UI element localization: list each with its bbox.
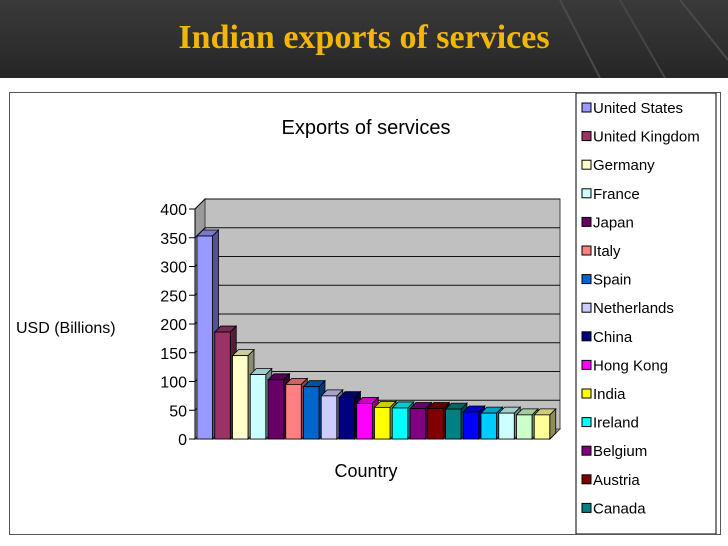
bar-front — [516, 414, 533, 440]
legend-label: Austria — [593, 472, 640, 489]
legend-swatch — [581, 188, 592, 199]
legend-item: United States — [581, 100, 683, 117]
legend-item: Canada — [581, 500, 646, 517]
bar-front — [409, 408, 426, 440]
legend-label: Italy — [593, 243, 621, 260]
legend-item: France — [581, 186, 640, 203]
bar-front — [374, 406, 391, 440]
y-tick-label: 50 — [169, 403, 187, 420]
slide-title: Indian exports of services — [178, 19, 550, 56]
bar-front — [533, 414, 551, 440]
bar-front — [267, 379, 284, 440]
legend-swatch — [581, 102, 592, 113]
bar-front — [249, 374, 267, 440]
y-tick-label: 250 — [160, 288, 187, 305]
legend-label: China — [593, 329, 633, 346]
y-tick-label: 150 — [160, 346, 187, 363]
legend-item: Italy — [581, 243, 621, 260]
legend-item: Germany — [581, 157, 655, 174]
legend-box — [575, 93, 717, 534]
legend-swatch — [581, 417, 592, 428]
chart-frame: Exports of services USD (Billions) Count… — [9, 92, 721, 535]
bar-series — [196, 229, 557, 440]
legend-label: Hong Kong — [593, 357, 668, 374]
legend-item: Japan — [581, 214, 634, 231]
y-tick-label: 350 — [160, 231, 187, 248]
bar-front — [214, 331, 231, 440]
legend-item: Ireland — [581, 415, 639, 432]
legend-label: Netherlands — [593, 300, 674, 317]
legend-label: Germany — [593, 157, 655, 174]
legend-item: United Kingdom — [581, 129, 700, 146]
bar-front — [338, 397, 355, 440]
legend-label: Belgium — [593, 443, 647, 460]
bar-front — [445, 408, 462, 440]
bar-korea — [515, 407, 539, 440]
legend-item: Belgium — [581, 443, 647, 460]
bar-front — [320, 395, 338, 440]
title-bar-decoration — [559, 0, 728, 78]
legend-swatch — [581, 274, 592, 285]
y-tick-label: 300 — [160, 260, 187, 277]
legend-label: Ireland — [593, 415, 639, 432]
legend-item: China — [581, 329, 633, 346]
legend-item: Austria — [581, 472, 640, 489]
chart-legend: United States United Kingdom Germany France… — [575, 93, 717, 534]
legend-label: Spain — [593, 272, 631, 289]
bar-front — [462, 411, 480, 440]
slide-title-bar: Indian exports of services — [0, 0, 728, 78]
gridline — [194, 198, 560, 210]
bar-front — [232, 355, 249, 440]
legend-label: Canada — [593, 500, 646, 517]
legend-swatch — [581, 245, 592, 256]
legend-swatch — [581, 445, 592, 456]
legend-label: Japan — [593, 214, 634, 231]
legend-label: India — [593, 386, 626, 403]
legend-swatch — [581, 216, 592, 227]
bar-front — [303, 386, 320, 440]
legend-swatch — [581, 359, 592, 370]
legend-item: India — [581, 386, 626, 403]
legend-swatch — [581, 474, 592, 485]
legend-swatch — [581, 302, 592, 313]
exports-bar-chart: Exports of services USD (Billions) Count… — [16, 93, 717, 534]
y-tick-label: 0 — [178, 432, 187, 449]
bar-front — [498, 412, 515, 440]
bar-front — [356, 402, 373, 440]
legend-swatch — [581, 131, 592, 142]
legend-label: United States — [593, 100, 683, 117]
bar-front — [196, 235, 213, 440]
y-tick-label: 100 — [160, 375, 187, 392]
bar-luxembourg — [533, 407, 557, 440]
y-tick-label: 200 — [160, 317, 187, 334]
legend-item: Netherlands — [581, 300, 674, 317]
bar-front — [285, 383, 302, 440]
y-tick-label: 400 — [160, 202, 187, 219]
legend-item: Spain — [581, 272, 631, 289]
legend-label: France — [593, 186, 640, 203]
x-axis-label: Country — [334, 461, 397, 481]
legend-item: Hong Kong — [581, 357, 668, 374]
legend-label: United Kingdom — [593, 129, 700, 146]
y-axis-label: USD (Billions) — [16, 320, 116, 337]
legend-swatch — [581, 331, 592, 342]
bar-italy — [284, 377, 309, 440]
legend-swatch — [581, 159, 592, 170]
chart-title: Exports of services — [282, 117, 451, 139]
bar-front — [480, 412, 497, 440]
bar-front — [391, 407, 409, 440]
legend-swatch — [581, 502, 592, 513]
legend-swatch — [581, 388, 592, 399]
bar-front — [427, 408, 444, 440]
